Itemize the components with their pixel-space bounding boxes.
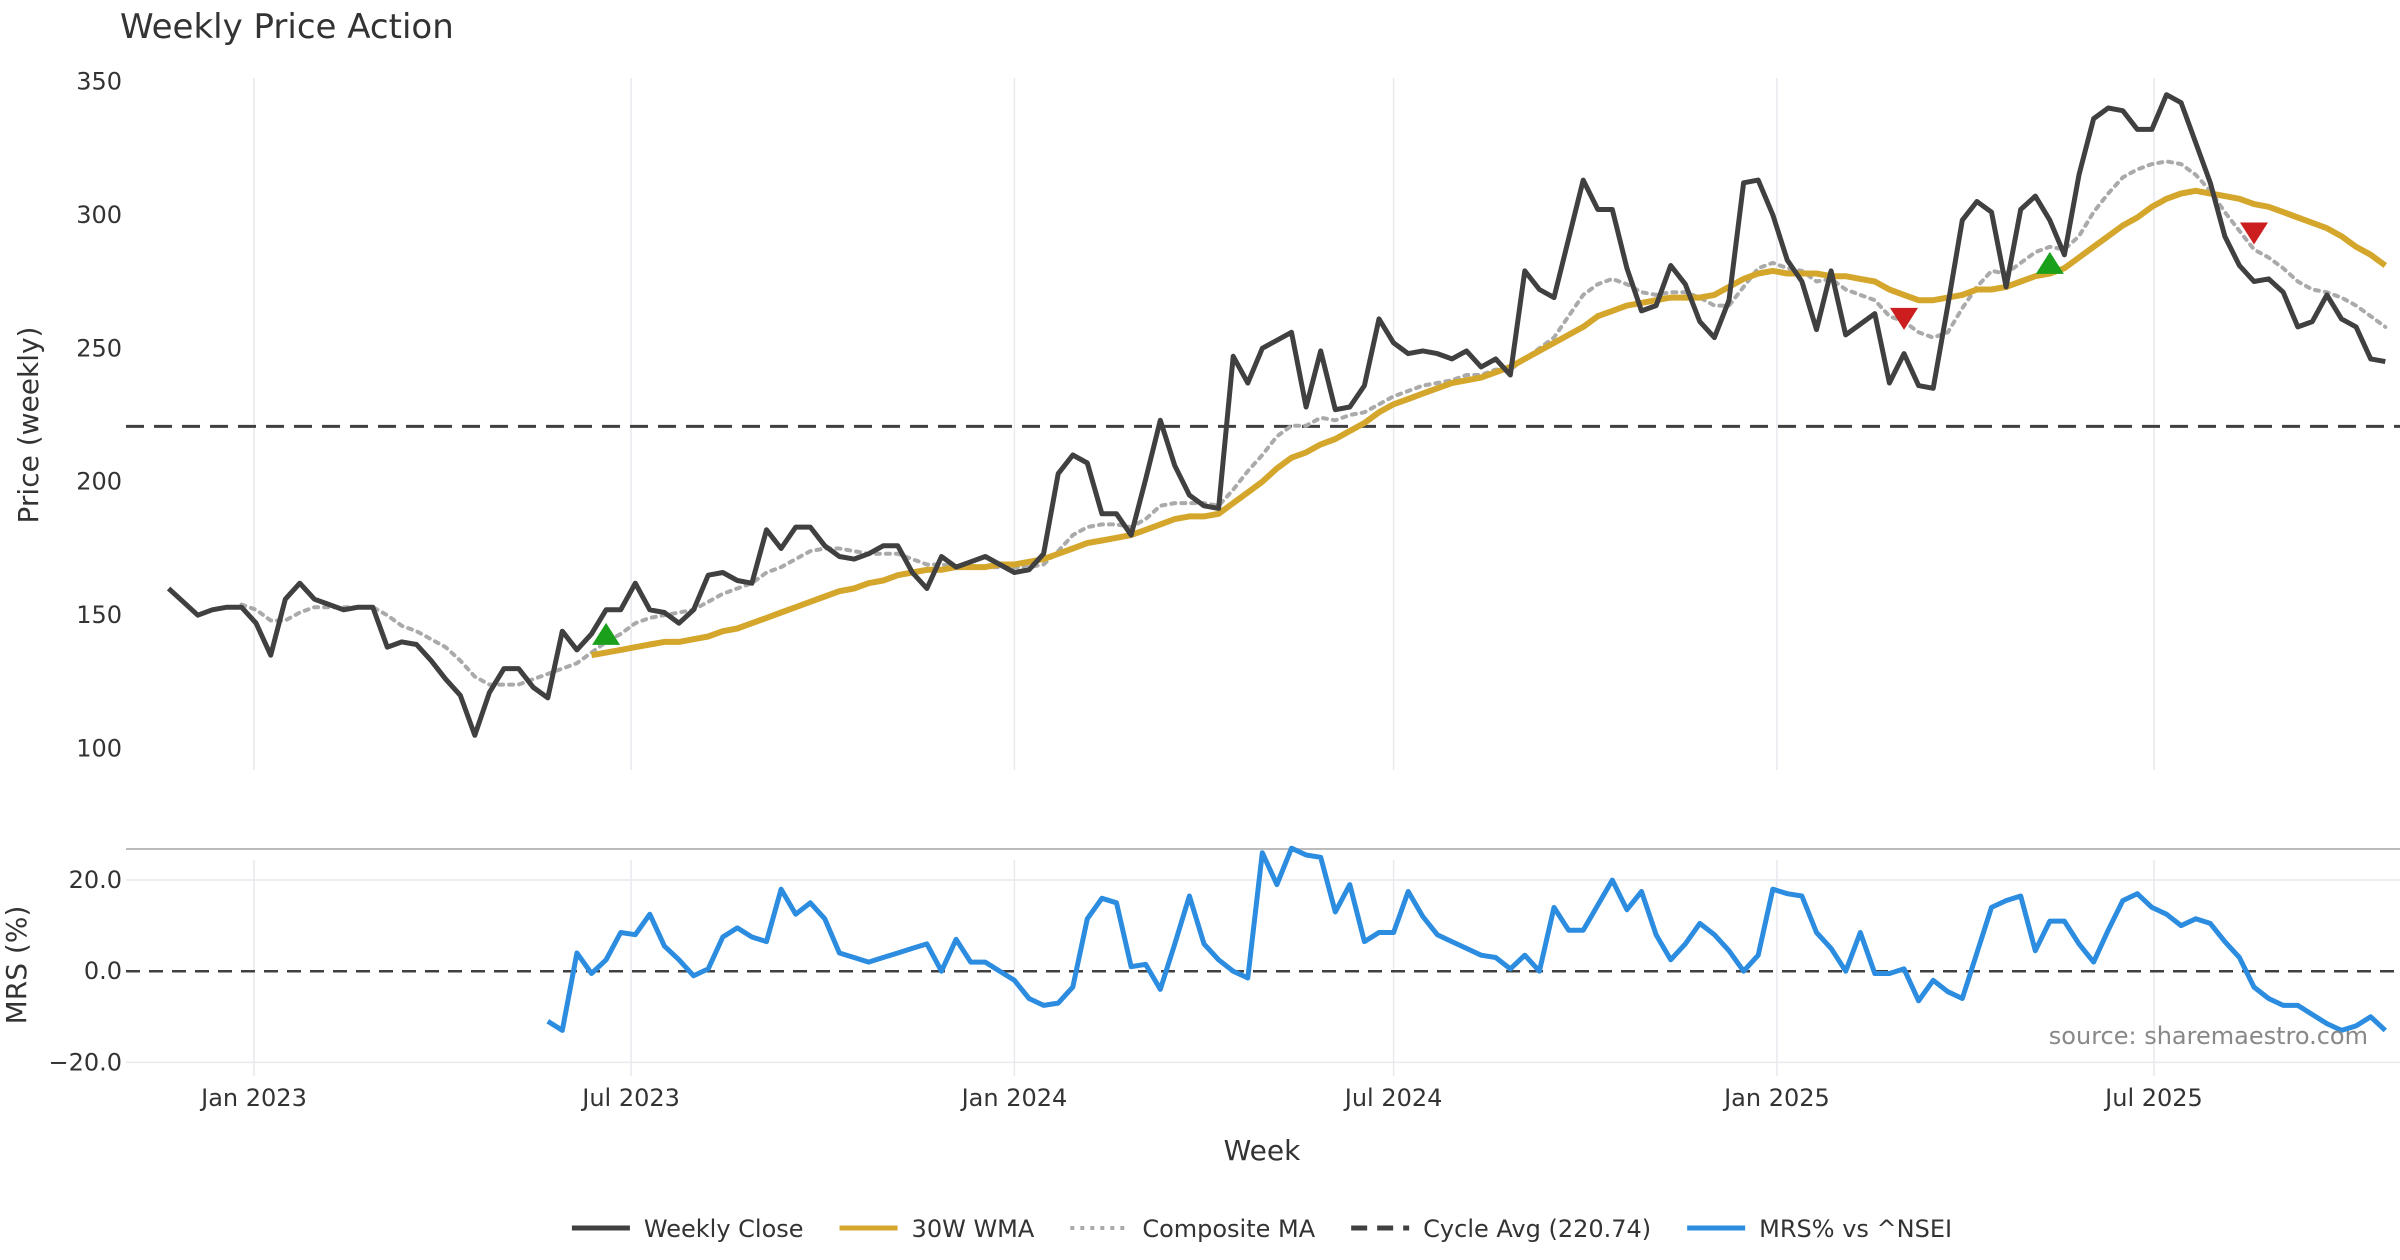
x-tick-label: Jul 2025 (2103, 1084, 2203, 1112)
x-tick-label: Jan 2025 (1722, 1084, 1830, 1112)
mrs-y-tick: 0.0 (84, 957, 122, 985)
x-tick-label: Jan 2024 (960, 1084, 1068, 1112)
sell-signal-marker (1890, 307, 1918, 330)
legend-label: Weekly Close (644, 1215, 804, 1243)
series-mrs (546, 845, 2388, 1033)
price-y-tick: 300 (76, 201, 122, 229)
legend-label: MRS% vs ^NSEI (1759, 1215, 1952, 1243)
x-tick-label: Jan 2023 (199, 1084, 307, 1112)
x-axis-label: Week (1224, 1134, 1301, 1167)
sell-signal-marker (2240, 222, 2268, 245)
legend: Weekly Close 30W WMA Composite MA Cycle Avg… (571, 1215, 1952, 1243)
legend-label: 30W WMA (912, 1215, 1035, 1243)
reference-lines (126, 424, 2400, 973)
buy-signal-marker (2035, 251, 2064, 274)
source-note: source: sharemaestro.com (2049, 1022, 2368, 1050)
price-y-tick: 350 (76, 67, 122, 95)
price-y-tick: 100 (76, 735, 122, 763)
price-y-tick: 150 (76, 601, 122, 629)
series (166, 92, 2388, 1033)
mrs-y-tick: −20.0 (48, 1048, 122, 1076)
series-weekly-close (166, 92, 2386, 738)
legend-label: Cycle Avg (220.74) (1423, 1215, 1651, 1243)
price-axis-label: Price (weekly) (12, 327, 45, 524)
y-ticks: 100 150 200 250 300 350 20.0 0.0 −20.0 (48, 67, 122, 1076)
x-ticks: Jan 2023 Jul 2023 Jan 2024 Jul 2024 Jan 2025… (199, 1084, 2203, 1112)
grid (126, 78, 2400, 1076)
mrs-axis-label: MRS (%) (0, 906, 33, 1025)
x-tick-label: Jul 2024 (1343, 1084, 1443, 1112)
buy-signal-marker (592, 622, 621, 645)
series-composite-ma (239, 159, 2388, 687)
chart-title: Weekly Price Action (120, 7, 454, 47)
price-y-tick: 200 (76, 468, 122, 496)
legend-label: Composite MA (1142, 1215, 1315, 1243)
mrs-y-tick: 20.0 (69, 866, 122, 894)
series-30w-wma (590, 187, 2388, 659)
price-y-tick: 250 (76, 334, 122, 362)
signals (592, 222, 2268, 645)
x-tick-label: Jul 2023 (580, 1084, 680, 1112)
